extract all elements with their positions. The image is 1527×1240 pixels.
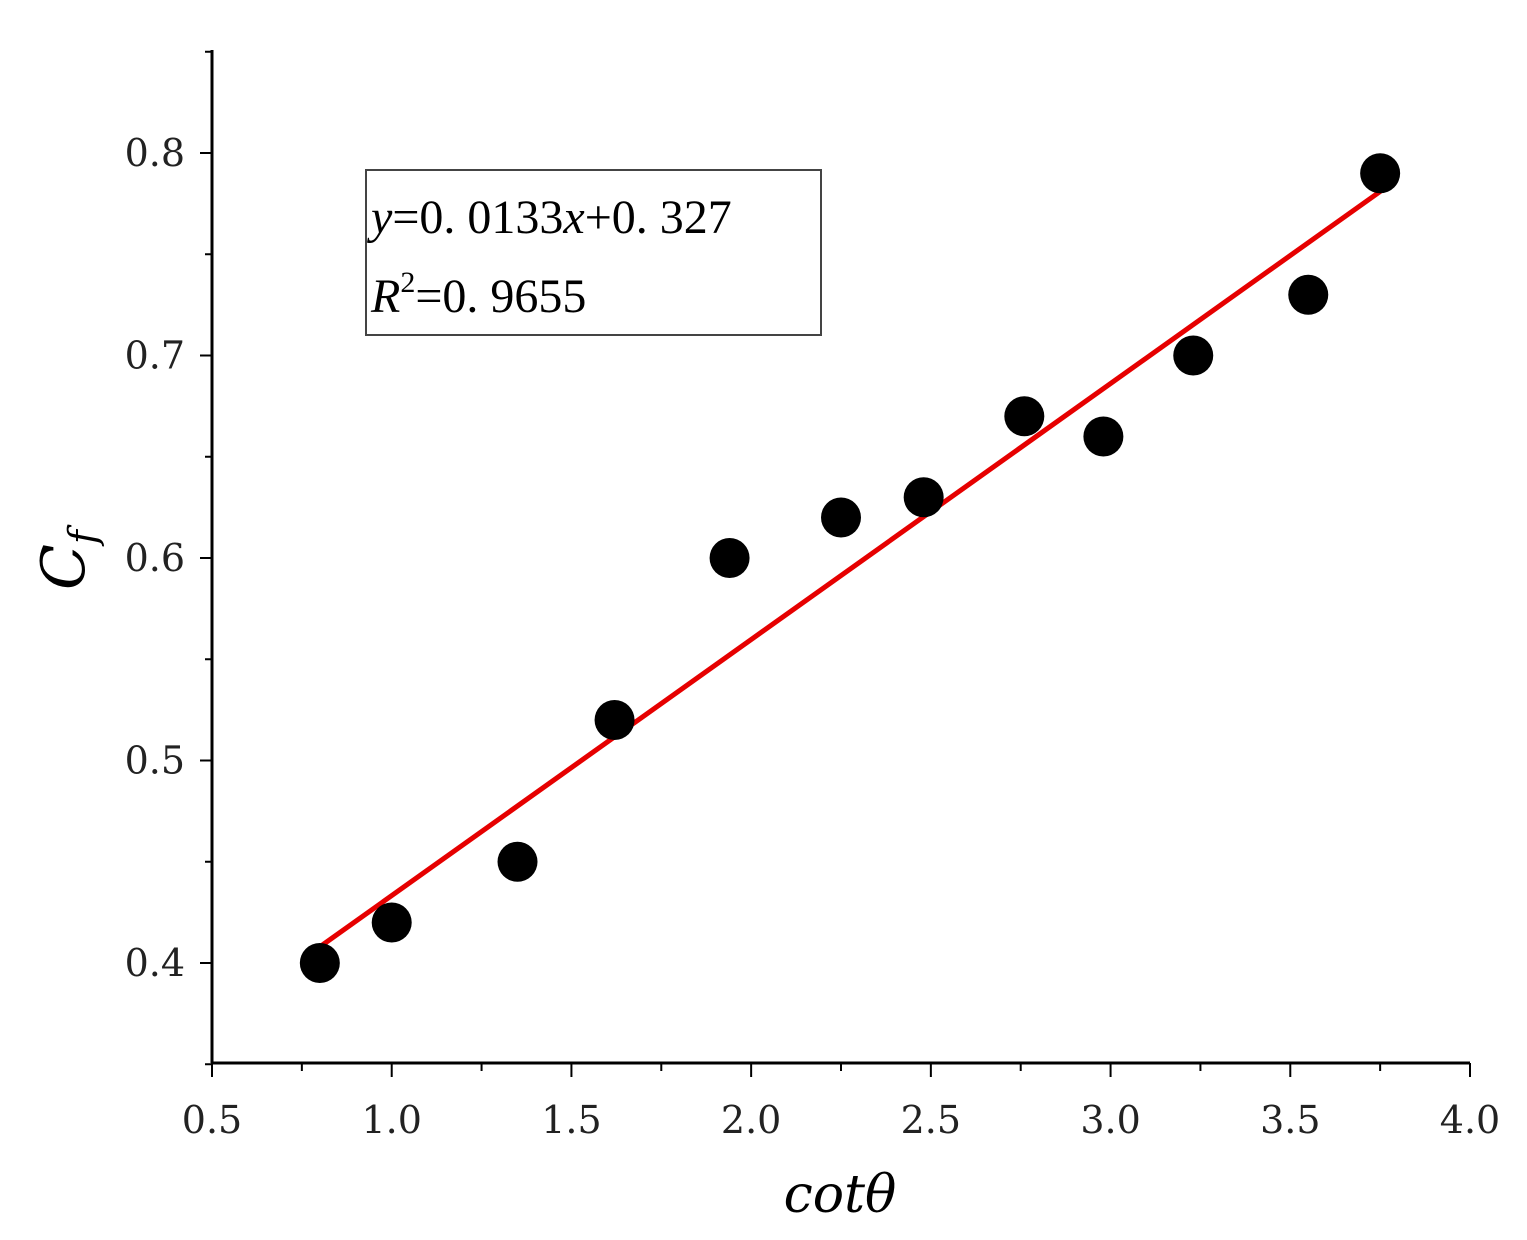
y-axis-title-sub: f xyxy=(61,524,105,547)
r-superscript: 2 xyxy=(400,266,415,299)
x-tick-labels: 0.5 1.0 1.5 2.0 2.5 3.0 3.5 4.0 xyxy=(182,1098,1500,1142)
equation-box-frame xyxy=(365,169,822,336)
data-point xyxy=(1360,153,1401,194)
data-point xyxy=(821,497,861,538)
data-point xyxy=(1173,335,1214,376)
svg-text:Cf: Cf xyxy=(29,524,105,590)
eq-x: x xyxy=(562,191,584,244)
r-letter: R xyxy=(370,270,400,323)
data-point xyxy=(903,477,944,518)
x-axis-title: cotθ xyxy=(784,1165,897,1225)
x-tick-label: 1.5 xyxy=(541,1098,601,1142)
x-tick-label: 2.0 xyxy=(721,1098,781,1142)
y-axis-title: Cf xyxy=(29,524,105,590)
eq-y: y xyxy=(366,191,393,244)
eq-intercept: +0. 327 xyxy=(585,191,732,244)
y-tick-labels: 0.4 0.5 0.6 0.7 0.8 xyxy=(125,131,185,985)
x-tick-label: 2.5 xyxy=(901,1098,961,1142)
x-ticks xyxy=(211,1063,1471,1077)
data-point xyxy=(1083,416,1124,457)
equation-box: y=0. 0133x+0. 327 R2=0. 9655 xyxy=(365,169,822,336)
data-point xyxy=(299,943,340,983)
data-point xyxy=(594,700,635,740)
r-value: =0. 9655 xyxy=(415,270,586,323)
data-point xyxy=(1004,396,1045,437)
fit-line xyxy=(317,188,1383,950)
y-tick-label: 0.8 xyxy=(125,131,185,175)
y-ticks xyxy=(200,50,212,1066)
x-tick-label: 3.0 xyxy=(1080,1098,1140,1142)
x-tick-label: 4.0 xyxy=(1440,1098,1500,1142)
data-point xyxy=(1288,274,1329,315)
x-tick-label: 0.5 xyxy=(182,1098,242,1142)
data-point xyxy=(371,902,412,943)
y-tick-label: 0.4 xyxy=(125,941,185,985)
data-point xyxy=(709,538,750,578)
y-tick-label: 0.5 xyxy=(125,739,185,783)
y-tick-label: 0.7 xyxy=(125,334,185,378)
equation-line: y=0. 0133x+0. 327 xyxy=(366,191,732,244)
y-tick-label: 0.6 xyxy=(125,536,185,580)
eq-slope: =0. 0133 xyxy=(392,191,563,244)
y-axis-title-main: C xyxy=(29,544,99,590)
data-point xyxy=(497,841,538,882)
r-squared-line: R2=0. 9655 xyxy=(370,266,586,323)
x-tick-label: 3.5 xyxy=(1260,1098,1320,1142)
x-tick-label: 1.0 xyxy=(361,1098,421,1142)
data-points xyxy=(299,153,1401,983)
